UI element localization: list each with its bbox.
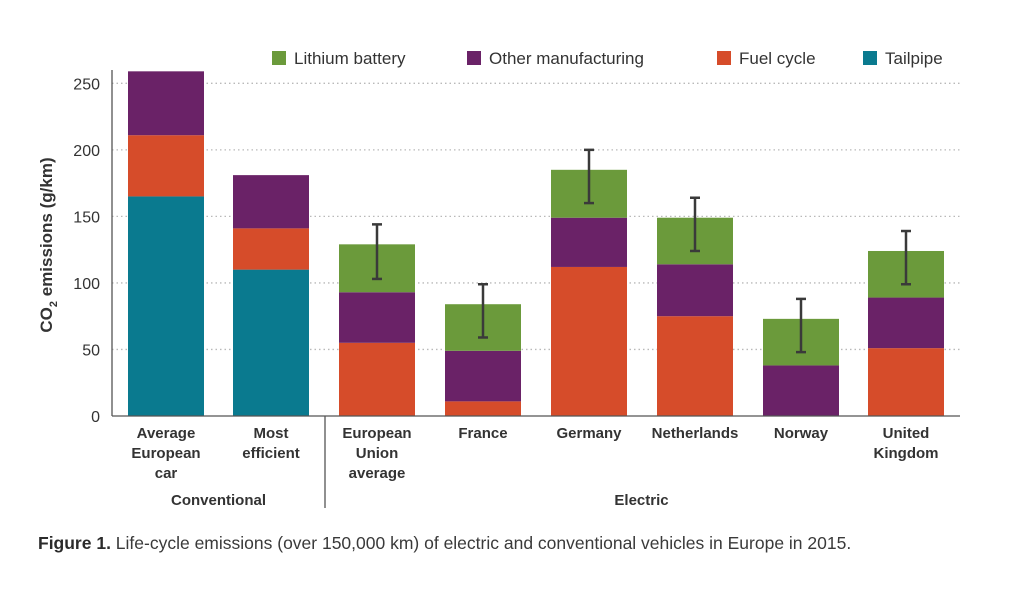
- bar-segment-other-manufacturing: [763, 365, 839, 416]
- category-label: European: [342, 425, 411, 442]
- bar-segment-other-manufacturing: [551, 217, 627, 267]
- bar-segment-tailpipe: [233, 269, 309, 416]
- bar-segment-fuel-cycle: [128, 135, 204, 197]
- bar-segment-tailpipe: [128, 196, 204, 416]
- legend-swatch: [717, 51, 731, 65]
- y-axis-label: CO2 emissions (g/km): [37, 157, 60, 332]
- stacked-bar-chart: 0 50 100 150 200 250 Average European car Most ef…: [37, 49, 960, 509]
- caption-text: Life-cycle emissions (over 150,000 km) o…: [110, 533, 852, 553]
- category-label: European: [131, 445, 200, 462]
- legend-label: Other manufacturing: [489, 49, 644, 68]
- y-tick-label: 250: [73, 76, 100, 93]
- y-tick-labels: 0 50 100 150 200 250: [73, 76, 100, 426]
- bar-segment-other-manufacturing: [657, 264, 733, 317]
- category-label: Germany: [556, 425, 622, 442]
- group-label: Electric: [614, 492, 668, 509]
- group-labels: Conventional Electric: [171, 492, 669, 509]
- figure-caption: Figure 1. Life-cycle emissions (over 150…: [38, 530, 978, 556]
- category-label: average: [349, 465, 406, 482]
- category-label: Union: [356, 445, 399, 462]
- category-label: Kingdom: [874, 445, 939, 462]
- category-label: United: [883, 425, 930, 442]
- bar-segment-other-manufacturing: [868, 297, 944, 349]
- bar-segment-fuel-cycle: [551, 266, 627, 416]
- legend-label: Lithium battery: [294, 49, 406, 68]
- category-label: Most: [254, 425, 289, 442]
- category-label: car: [155, 465, 178, 482]
- group-label: Conventional: [171, 492, 266, 509]
- y-label-text: emissions (g/km): [37, 157, 56, 301]
- y-tick-label: 200: [73, 143, 100, 160]
- bar-segment-other-manufacturing: [339, 292, 415, 343]
- legend-swatch: [863, 51, 877, 65]
- bar-segment-fuel-cycle: [339, 342, 415, 416]
- category-label: Average: [137, 425, 196, 442]
- bar-segment-fuel-cycle: [233, 228, 309, 270]
- y-label-subscript: 2: [48, 301, 60, 307]
- y-tick-label: 50: [82, 342, 100, 359]
- category-label: efficient: [242, 445, 300, 462]
- y-tick-label: 0: [91, 409, 100, 426]
- bar-segment-other-manufacturing: [445, 350, 521, 402]
- bar-segment-fuel-cycle: [445, 401, 521, 416]
- category-label: France: [458, 425, 507, 442]
- bar-segment-fuel-cycle: [657, 316, 733, 416]
- caption-label: Figure 1.: [38, 533, 111, 553]
- category-label: Norway: [774, 425, 829, 442]
- legend-label: Fuel cycle: [739, 49, 816, 68]
- error-bars: [372, 148, 911, 354]
- y-label-text: CO: [37, 307, 56, 333]
- axes: [111, 70, 960, 508]
- legend-swatch: [467, 51, 481, 65]
- bar-segment-other-manufacturing: [128, 71, 204, 136]
- bars: [128, 71, 944, 416]
- y-tick-label: 150: [73, 209, 100, 226]
- category-labels: Average European car Most efficient European U…: [131, 425, 938, 482]
- y-tick-label: 100: [73, 276, 100, 293]
- legend-label: Tailpipe: [885, 49, 943, 68]
- legend-swatch: [272, 51, 286, 65]
- category-label: Netherlands: [652, 425, 739, 442]
- bar-segment-other-manufacturing: [233, 175, 309, 229]
- bar-segment-fuel-cycle: [868, 348, 944, 416]
- legend: Lithium battery Other manufacturing Fuel c…: [272, 49, 943, 68]
